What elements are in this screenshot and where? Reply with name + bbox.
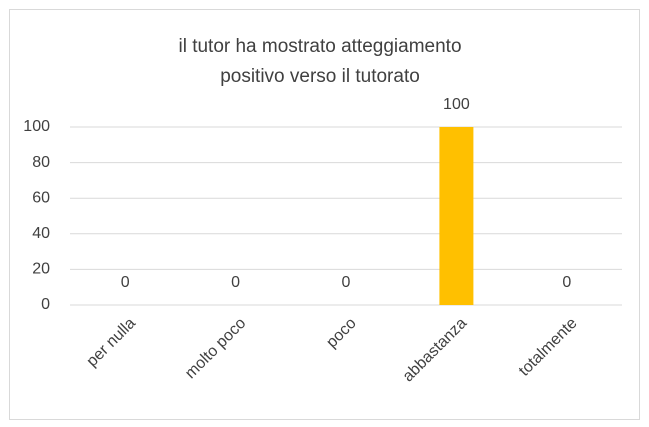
- bar: [439, 127, 474, 305]
- y-tick-label: 80: [32, 154, 50, 171]
- y-tick-label: 20: [32, 261, 50, 278]
- y-tick-label: 100: [23, 118, 50, 135]
- data-label: 0: [562, 274, 571, 291]
- y-tick-label: 0: [41, 296, 50, 313]
- y-tick-label: 60: [32, 189, 50, 206]
- chart-title: il tutor ha mostrato atteggiamento: [178, 36, 461, 57]
- data-label: 100: [443, 96, 470, 113]
- data-label: 0: [231, 274, 240, 291]
- data-label: 0: [121, 274, 130, 291]
- chart-border: [9, 9, 640, 420]
- y-tick-label: 40: [32, 225, 50, 242]
- chart-title: positivo verso il tutorato: [220, 66, 420, 87]
- data-label: 0: [342, 274, 351, 291]
